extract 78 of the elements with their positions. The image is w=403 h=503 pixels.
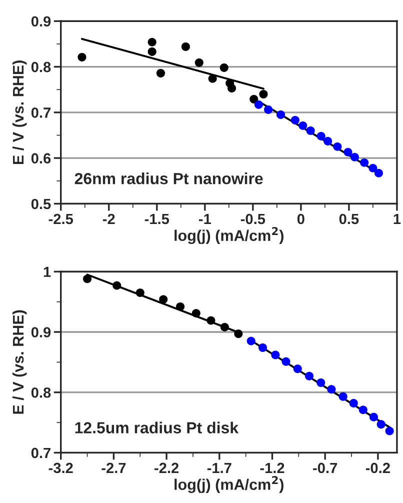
x-tick-label: -1 (198, 214, 211, 224)
point (306, 126, 315, 135)
x-tick-label: -0.7 (313, 462, 338, 474)
point (264, 105, 273, 114)
point (316, 378, 326, 387)
y-tick-label: 0.9 (31, 327, 51, 338)
x-tick-label: -3.2 (48, 462, 73, 474)
point (181, 42, 190, 51)
point (208, 74, 217, 83)
x-tick-label: 0 (297, 214, 304, 224)
point (360, 158, 369, 167)
point (333, 142, 342, 151)
x-tick-label: -2 (102, 214, 115, 224)
point (246, 336, 256, 346)
point (258, 343, 268, 352)
x-tick-label: -2.2 (154, 462, 179, 473)
x-tick-label: -1.7 (207, 462, 232, 473)
point (156, 68, 166, 78)
y-tick-label: 0.5 (31, 198, 51, 210)
point (82, 274, 92, 284)
y-tick-label: 0.9 (31, 16, 51, 27)
point (194, 58, 204, 67)
point (324, 136, 332, 146)
x-tick-label: -2.7 (102, 462, 126, 473)
point (259, 90, 268, 98)
x-tick-label: -0.2 (366, 462, 390, 474)
point (220, 63, 228, 72)
point (271, 350, 280, 360)
x-axis-title: log(j) (mA/cm$^{2}$) (174, 227, 284, 244)
point (176, 302, 185, 311)
x-tick-label: -1.2 (260, 462, 284, 473)
point (374, 168, 383, 178)
y-tick-label: 1 (44, 266, 51, 277)
x-tick-label: -0.5 (240, 214, 266, 224)
point (148, 38, 156, 46)
point (304, 372, 314, 380)
y-tick-label: 0.7 (31, 448, 50, 458)
point (254, 100, 263, 109)
y-tick-label: 0.8 (31, 387, 51, 398)
point (290, 116, 300, 124)
x-tick-label: 0.5 (339, 214, 359, 224)
y-tick-label: 0.7 (31, 108, 50, 118)
point (293, 364, 302, 374)
point (349, 398, 358, 408)
point (338, 392, 348, 401)
x-tick-label: -1.5 (144, 214, 170, 224)
x-tick-label: 1 (394, 214, 401, 224)
point (344, 148, 352, 156)
point (78, 52, 86, 62)
point (298, 121, 308, 130)
point (276, 110, 286, 119)
point (368, 164, 378, 172)
point (228, 84, 236, 93)
point (250, 94, 258, 104)
point (316, 132, 326, 140)
point (385, 426, 394, 436)
point (350, 152, 359, 162)
point (282, 357, 290, 366)
x-tick-label: -2.5 (48, 214, 74, 224)
annotation: 26nm radius Pt nanowire (74, 172, 263, 184)
annotation: 12.5um radius Pt disk (75, 422, 239, 434)
y-tick-label: 0.8 (31, 62, 51, 72)
point (159, 295, 168, 304)
point (376, 420, 386, 429)
point (369, 412, 378, 422)
point (358, 406, 368, 414)
point (327, 385, 336, 394)
point (112, 281, 122, 290)
x-axis-title: log(j) (mA/cm$^{2}$) (174, 476, 284, 494)
point (192, 308, 200, 318)
point (220, 322, 229, 332)
y-tick-label: 0.6 (31, 153, 51, 164)
point (234, 330, 243, 338)
point (136, 288, 144, 298)
y-axis-title: E / V (vs. RHE) (12, 310, 27, 414)
y-axis-title: E / V (vs. RHE) (12, 60, 27, 164)
point (206, 316, 216, 325)
point (148, 47, 156, 56)
